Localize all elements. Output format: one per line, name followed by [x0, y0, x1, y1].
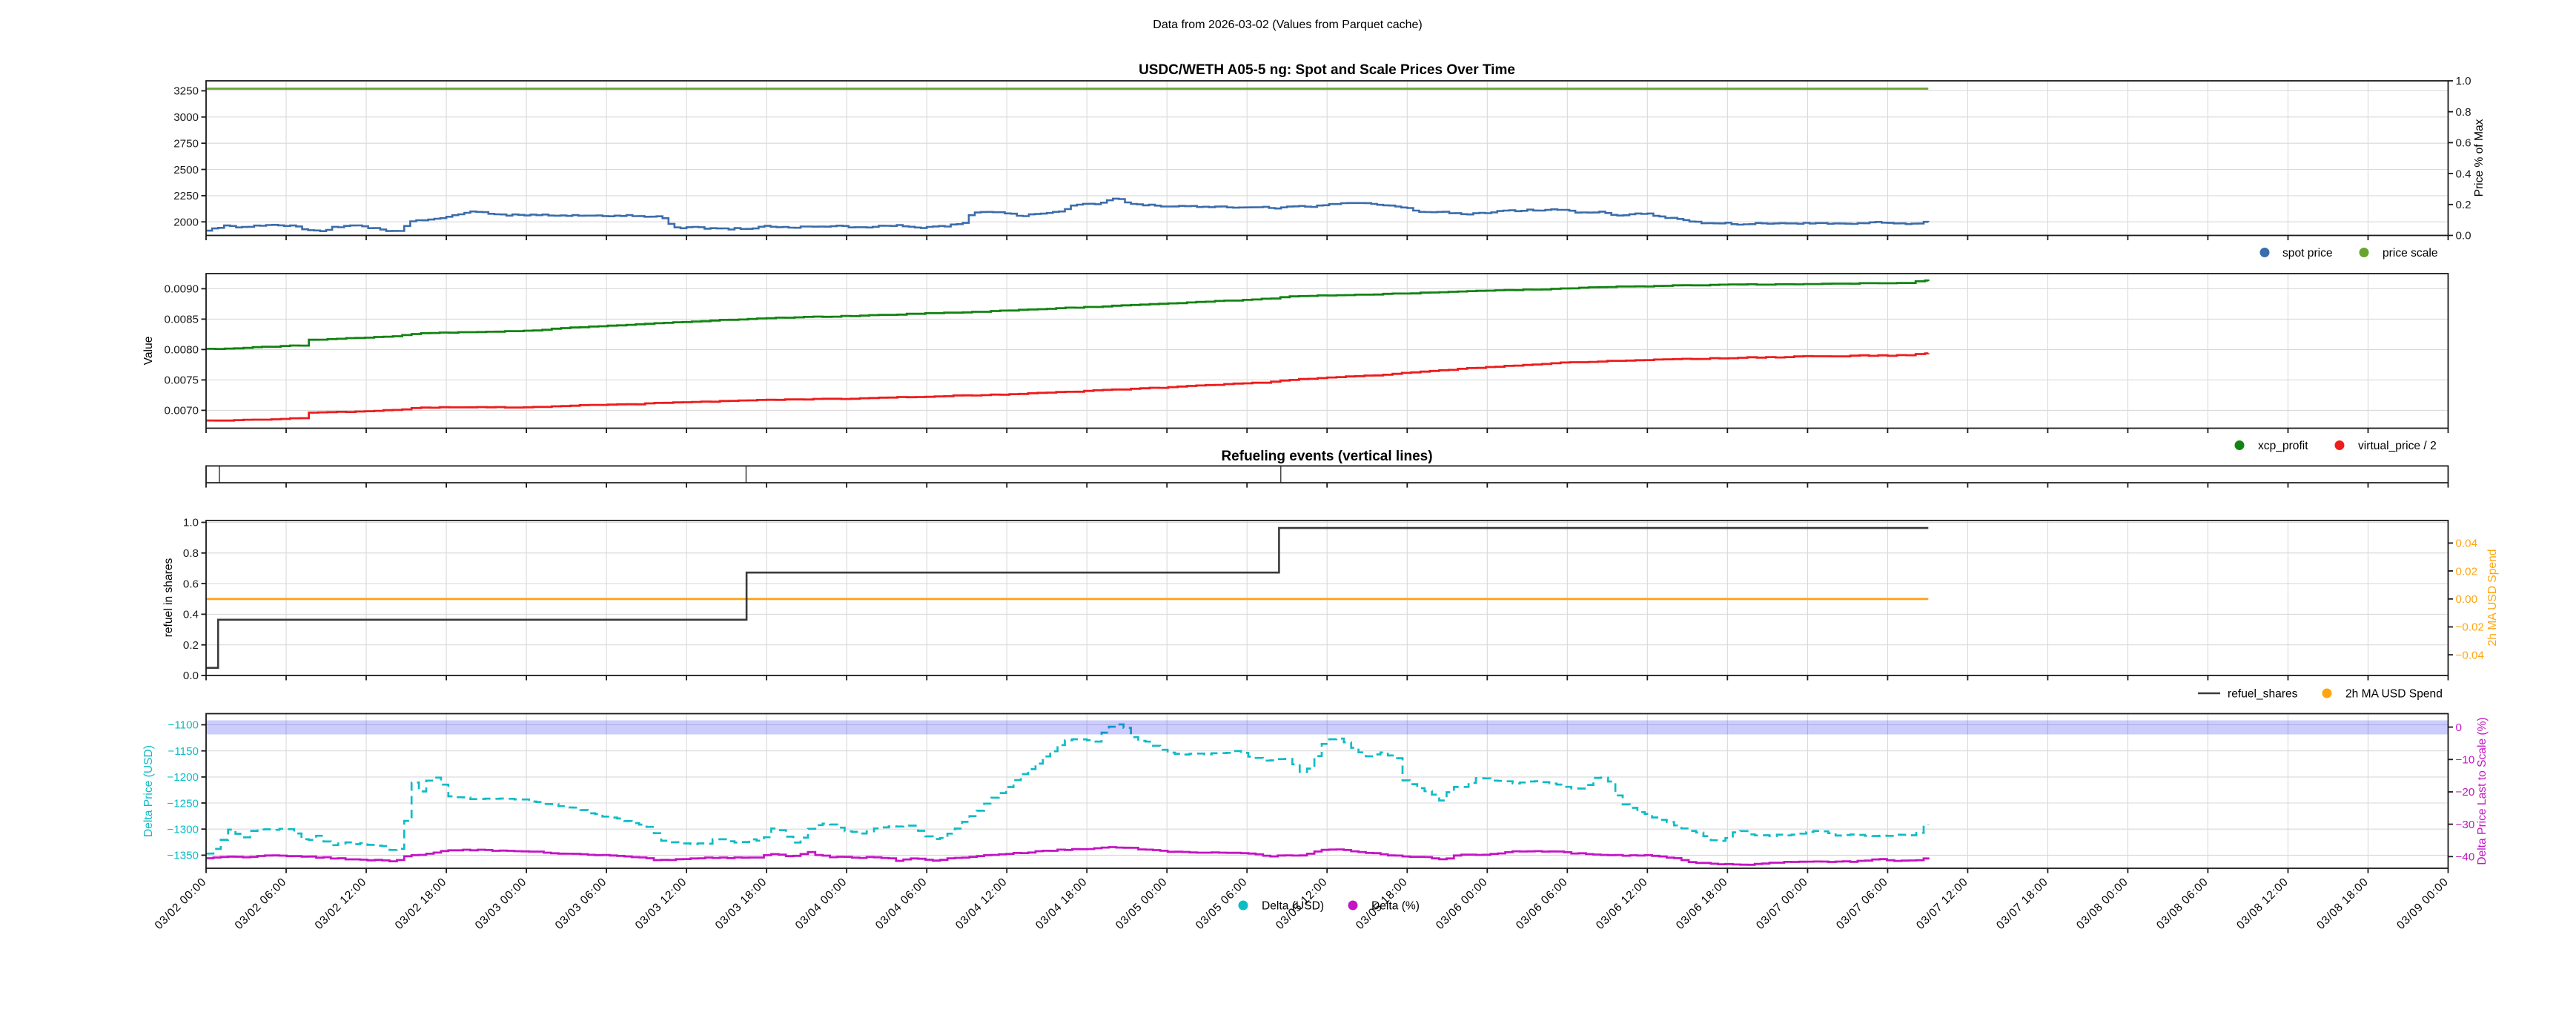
svg-text:−1100: −1100 [168, 719, 199, 732]
svg-text:Data from 2026-03-02 (Values f: Data from 2026-03-02 (Values from Parque… [1153, 19, 1422, 31]
svg-text:−0.04: −0.04 [2456, 649, 2484, 661]
svg-text:Refueling events (vertical lin: Refueling events (vertical lines) [1221, 449, 1432, 464]
svg-text:0.8: 0.8 [183, 547, 199, 560]
svg-text:−1350: −1350 [167, 850, 199, 862]
svg-text:0.0075: 0.0075 [165, 374, 199, 387]
svg-text:2h MA USD Spend: 2h MA USD Spend [2345, 687, 2443, 700]
svg-text:0.0070: 0.0070 [165, 405, 199, 417]
svg-text:0.4: 0.4 [183, 609, 199, 621]
svg-text:2000: 2000 [173, 216, 199, 228]
svg-text:Delta (%): Delta (%) [1371, 899, 1420, 912]
svg-text:−10: −10 [2456, 754, 2475, 767]
svg-text:−30: −30 [2456, 819, 2475, 831]
svg-text:spot price: spot price [2282, 247, 2333, 260]
svg-text:USDC/WETH A05-5 ng: Spot and S: USDC/WETH A05-5 ng: Spot and Scale Price… [1139, 62, 1515, 78]
svg-text:Price (USD): Price (USD) [0, 0, 3, 30]
svg-text:3000: 3000 [173, 111, 199, 124]
svg-text:−1250: −1250 [167, 797, 199, 810]
svg-text:−1150: −1150 [168, 745, 199, 758]
svg-text:1.0: 1.0 [2456, 75, 2471, 87]
svg-text:0.4: 0.4 [2456, 168, 2471, 180]
svg-text:0.00: 0.00 [2456, 593, 2478, 606]
svg-text:0.04: 0.04 [2456, 538, 2478, 550]
svg-text:−0.02: −0.02 [2456, 621, 2484, 634]
svg-text:0.0080: 0.0080 [165, 344, 199, 357]
svg-text:price scale: price scale [2383, 247, 2438, 260]
svg-text:−1200: −1200 [167, 771, 199, 784]
svg-text:0.0085: 0.0085 [165, 314, 199, 326]
svg-text:Delta Price (USD): Delta Price (USD) [142, 745, 155, 837]
svg-text:0.8: 0.8 [2456, 106, 2471, 119]
svg-text:0.0090: 0.0090 [165, 283, 199, 296]
svg-text:−40: −40 [2456, 851, 2475, 864]
svg-text:Delta (USD): Delta (USD) [1262, 899, 1324, 912]
svg-text:0.6: 0.6 [183, 578, 199, 590]
svg-text:refuel in shares: refuel in shares [162, 558, 175, 637]
svg-text:Price % of Max: Price % of Max [2473, 119, 2486, 196]
svg-text:0.6: 0.6 [2456, 137, 2471, 150]
svg-text:2750: 2750 [173, 137, 199, 150]
svg-text:0.2: 0.2 [2456, 199, 2471, 211]
svg-text:2h MA USD Spend: 2h MA USD Spend [2486, 549, 2499, 647]
svg-text:0.0: 0.0 [183, 670, 199, 682]
svg-text:xcp_profit: xcp_profit [2258, 440, 2308, 452]
svg-text:Delta Price Last to Scale (%): Delta Price Last to Scale (%) [2476, 717, 2489, 865]
svg-text:1.0: 1.0 [183, 517, 199, 529]
svg-text:2250: 2250 [173, 190, 199, 202]
svg-text:3250: 3250 [173, 85, 199, 98]
svg-text:0.2: 0.2 [183, 639, 199, 652]
svg-text:0.02: 0.02 [2456, 565, 2478, 578]
svg-text:Value: Value [142, 337, 155, 366]
svg-text:2500: 2500 [173, 164, 199, 176]
svg-text:0: 0 [2456, 721, 2462, 734]
svg-text:refuel_shares: refuel_shares [2228, 687, 2298, 700]
svg-text:0.0: 0.0 [2456, 230, 2471, 242]
svg-text:virtual_price / 2: virtual_price / 2 [2358, 440, 2437, 452]
svg-text:−1300: −1300 [167, 824, 199, 836]
svg-text:−20: −20 [2456, 786, 2475, 799]
